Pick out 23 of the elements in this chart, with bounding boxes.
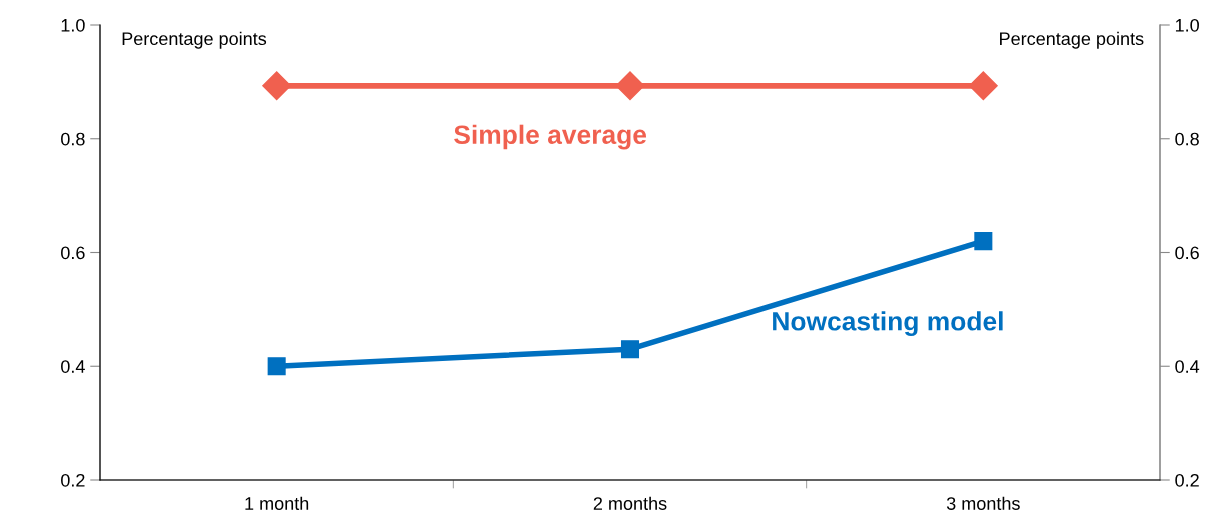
y2-tick-label: 0.8 xyxy=(1175,132,1199,146)
y2-tick-label: 0.2 xyxy=(1175,473,1199,487)
y-tick-label: 0.8 xyxy=(61,132,85,146)
point xyxy=(974,232,993,251)
x-tick-label: 3 months xyxy=(946,496,1020,510)
point xyxy=(968,71,998,101)
series-label: Simple average xyxy=(454,124,647,150)
y-axis-title: Percentage points xyxy=(122,31,267,49)
point xyxy=(267,357,286,376)
y2-tick-label: 1.0 xyxy=(1175,18,1199,32)
point xyxy=(262,71,292,101)
y-tick-label: 1.0 xyxy=(61,18,85,32)
y2-tick-label: 0.4 xyxy=(1175,360,1200,373)
x-tick-label: 2 months xyxy=(593,496,667,510)
x-tick-label: 1 month xyxy=(245,496,309,510)
y2-axis-title: Percentage points xyxy=(1000,31,1144,49)
series-label: Nowcasting model xyxy=(773,311,1003,336)
point xyxy=(620,340,640,359)
y-tick-label: 0.2 xyxy=(61,473,85,487)
point xyxy=(615,71,645,101)
y2-tick-label: 0.6 xyxy=(1175,246,1199,260)
y-tick-label: 0.4 xyxy=(61,360,85,373)
y-tick-label: 0.6 xyxy=(61,246,85,260)
